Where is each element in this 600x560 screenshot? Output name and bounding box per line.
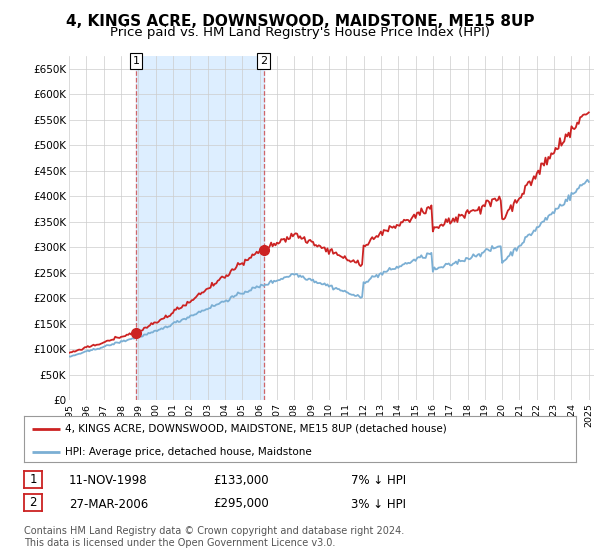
Text: 1: 1 [133,56,140,66]
Text: Contains HM Land Registry data © Crown copyright and database right 2024.
This d: Contains HM Land Registry data © Crown c… [24,526,404,548]
Text: £295,000: £295,000 [213,497,269,511]
Text: 2: 2 [260,56,268,66]
Text: 27-MAR-2006: 27-MAR-2006 [69,497,148,511]
Text: Price paid vs. HM Land Registry's House Price Index (HPI): Price paid vs. HM Land Registry's House … [110,26,490,39]
Text: 7% ↓ HPI: 7% ↓ HPI [351,474,406,487]
Text: 4, KINGS ACRE, DOWNSWOOD, MAIDSTONE, ME15 8UP (detached house): 4, KINGS ACRE, DOWNSWOOD, MAIDSTONE, ME1… [65,424,447,434]
Text: 1: 1 [29,473,37,486]
Text: HPI: Average price, detached house, Maidstone: HPI: Average price, detached house, Maid… [65,447,312,457]
Text: 3% ↓ HPI: 3% ↓ HPI [351,497,406,511]
Text: £133,000: £133,000 [213,474,269,487]
Text: 11-NOV-1998: 11-NOV-1998 [69,474,148,487]
Text: 2: 2 [29,496,37,510]
Bar [136,56,264,400]
Text: 4, KINGS ACRE, DOWNSWOOD, MAIDSTONE, ME15 8UP: 4, KINGS ACRE, DOWNSWOOD, MAIDSTONE, ME1… [66,14,534,29]
